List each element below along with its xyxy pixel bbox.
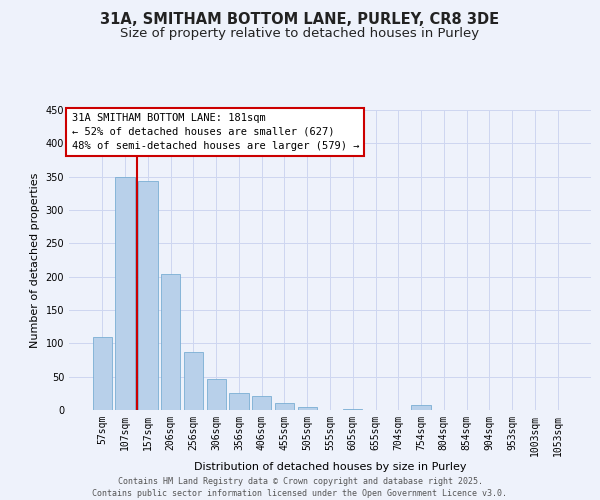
X-axis label: Distribution of detached houses by size in Purley: Distribution of detached houses by size … xyxy=(194,462,466,471)
Text: Contains HM Land Registry data © Crown copyright and database right 2025.
Contai: Contains HM Land Registry data © Crown c… xyxy=(92,476,508,498)
Bar xyxy=(275,402,294,410)
Text: 31A, SMITHAM BOTTOM LANE, PURLEY, CR8 3DE: 31A, SMITHAM BOTTOM LANE, PURLEY, CR8 3D… xyxy=(100,12,500,28)
Bar xyxy=(115,178,135,410)
Text: Size of property relative to detached houses in Purley: Size of property relative to detached ho… xyxy=(121,28,479,40)
Bar xyxy=(343,408,362,410)
Bar xyxy=(206,378,226,410)
Text: 31A SMITHAM BOTTOM LANE: 181sqm
← 52% of detached houses are smaller (627)
48% o: 31A SMITHAM BOTTOM LANE: 181sqm ← 52% of… xyxy=(71,113,359,151)
Bar xyxy=(229,394,248,410)
Bar xyxy=(298,406,317,410)
Bar xyxy=(138,182,158,410)
Bar xyxy=(184,352,203,410)
Bar xyxy=(252,396,271,410)
Y-axis label: Number of detached properties: Number of detached properties xyxy=(30,172,40,348)
Bar xyxy=(93,336,112,410)
Bar xyxy=(161,274,181,410)
Bar xyxy=(412,406,431,410)
